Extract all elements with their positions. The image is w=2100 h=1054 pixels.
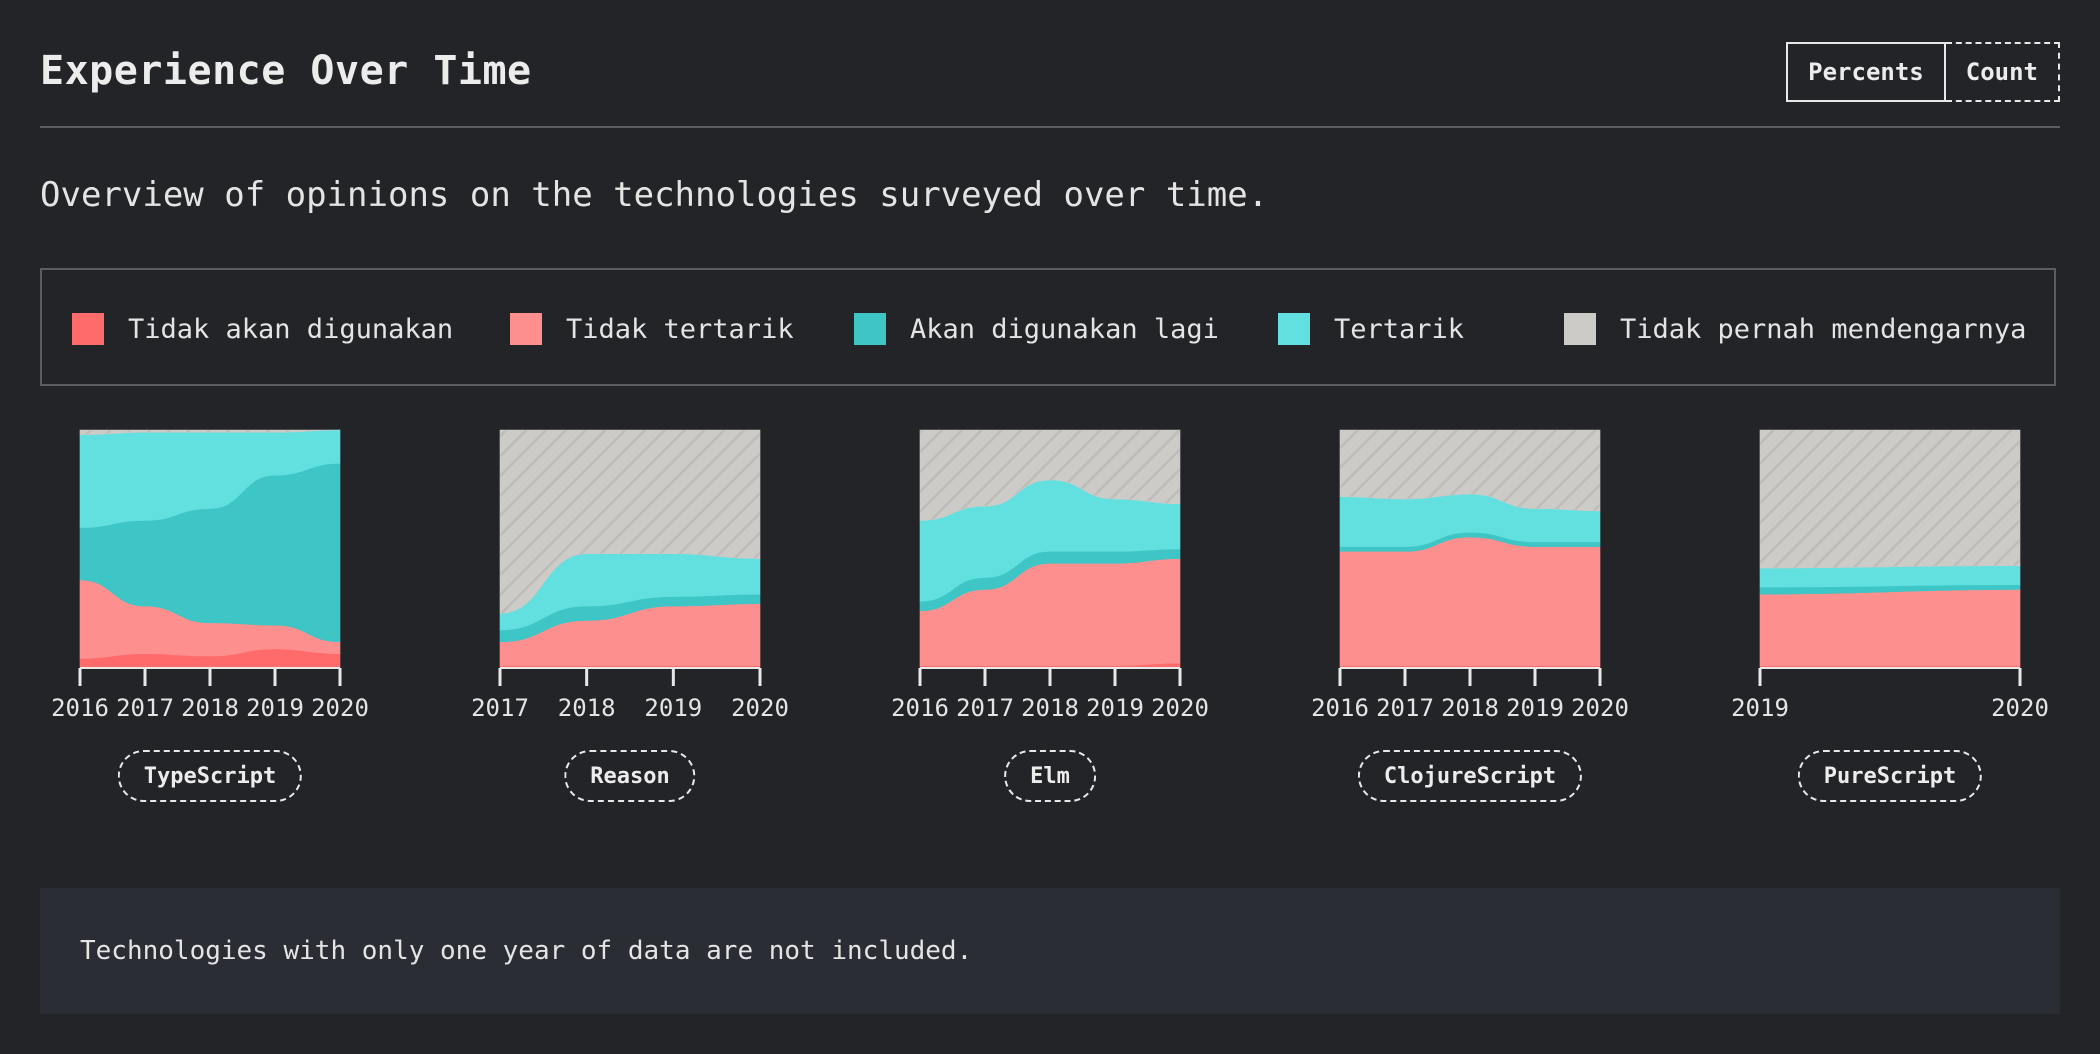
chart-reason: 2017 2018 2019 2020	[471, 429, 789, 722]
x-tick-label: 2016	[1311, 694, 1369, 722]
x-tick-label: 2018	[1441, 694, 1499, 722]
area-clojurescript-tidak-pernah-mendengarnya[interactable]	[1339, 429, 1601, 512]
chart-description: Overview of opinions on the technologies…	[40, 175, 1269, 215]
legend: Tidak akan digunakan Tidak tertarik Akan…	[40, 268, 2056, 386]
tech-label-elm[interactable]: Elm	[1004, 750, 1096, 802]
count-button[interactable]: Count	[1945, 42, 2060, 102]
x-tick-label: 2017	[116, 694, 174, 722]
x-tick-label: 2020	[1991, 694, 2049, 722]
x-tick-label: 2016	[891, 694, 949, 722]
area-elm-tidak-pernah-mendengarnya[interactable]	[919, 429, 1181, 521]
area-reason-tidak-pernah-mendengarnya[interactable]	[499, 429, 761, 614]
x-tick-label: 2017	[1376, 694, 1434, 722]
legend-item-tertarik[interactable]: Tertarik	[1278, 312, 1464, 346]
area-purescript-tertarik[interactable]	[1759, 565, 2021, 588]
x-tick-label: 2019	[1506, 694, 1564, 722]
chart-typescript: 2016 2017 2018 2019 2020	[51, 429, 369, 722]
footnote-box: Technologies with only one year of data …	[40, 888, 2060, 1014]
legend-swatch-tidak-akan-digunakan	[72, 313, 104, 345]
legend-label: Tidak pernah mendengarnya	[1620, 313, 2027, 345]
legend-item-tidak-tertarik[interactable]: Tidak tertarik	[510, 312, 794, 346]
page-title: Experience Over Time	[40, 48, 532, 94]
tech-label-reason[interactable]: Reason	[564, 750, 696, 802]
footnote-text: Technologies with only one year of data …	[80, 936, 973, 966]
tech-label-purescript[interactable]: PureScript	[1797, 750, 1983, 802]
legend-label: Tidak akan digunakan	[128, 313, 454, 345]
legend-item-akan-digunakan-lagi[interactable]: Akan digunakan lagi	[854, 312, 1219, 346]
unit-toggle: Percents Count	[1786, 42, 2060, 102]
tech-label-clojurescript[interactable]: ClojureScript	[1357, 750, 1583, 802]
x-tick-label: 2017	[471, 694, 529, 722]
legend-label: Tertarik	[1334, 313, 1465, 345]
percents-button[interactable]: Percents	[1786, 42, 1946, 102]
legend-swatch-tertarik	[1278, 313, 1310, 345]
x-tick-label: 2017	[956, 694, 1014, 722]
x-tick-label: 2019	[246, 694, 304, 722]
x-tick-label: 2020	[311, 694, 369, 722]
legend-label: Akan digunakan lagi	[910, 313, 1219, 345]
x-tick-label: 2019	[1731, 694, 1789, 722]
chart-purescript: 2019 2020	[1731, 429, 2049, 722]
chart-elm: 2016 2017 2018 2019 2020	[891, 429, 1209, 722]
x-tick-label: 2020	[731, 694, 789, 722]
x-tick-label: 2019	[1086, 694, 1144, 722]
area-purescript-tidak-pernah-mendengarnya[interactable]	[1759, 429, 2021, 569]
legend-item-tidak-akan-digunakan[interactable]: Tidak akan digunakan	[72, 312, 453, 346]
area-typescript-tidak-pernah-mendengarnya[interactable]	[79, 429, 341, 436]
header: Experience Over Time Percents Count	[40, 40, 2060, 128]
x-tick-label: 2018	[1021, 694, 1079, 722]
x-tick-label: 2019	[644, 694, 702, 722]
x-tick-label: 2020	[1571, 694, 1629, 722]
legend-swatch-akan-digunakan-lagi	[854, 313, 886, 345]
area-purescript-tidak-tertarik[interactable]	[1759, 589, 2021, 666]
x-tick-label: 2016	[51, 694, 109, 722]
area-clojurescript-tidak-tertarik[interactable]	[1339, 536, 1601, 666]
small-multiples-chart: 2016 2017 2018 2019 2020 2017 2018 2019 2020 2016…	[0, 420, 2100, 820]
charts-svg: 2016 2017 2018 2019 2020 2017 2018 2019 2020 2016…	[51, 429, 2049, 722]
chart-clojurescript: 2016 2017 2018 2019 2020	[1311, 429, 1629, 722]
x-tick-label: 2018	[181, 694, 239, 722]
tech-label-typescript[interactable]: TypeScript	[117, 750, 303, 802]
x-tick-label: 2020	[1151, 694, 1209, 722]
x-tick-label: 2018	[558, 694, 616, 722]
legend-label: Tidak tertarik	[566, 313, 794, 345]
legend-item-tidak-pernah-mendengarnya[interactable]: Tidak pernah mendengarnya	[1564, 312, 2026, 346]
legend-swatch-tidak-tertarik	[510, 313, 542, 345]
legend-swatch-tidak-pernah-mendengarnya	[1564, 313, 1596, 345]
